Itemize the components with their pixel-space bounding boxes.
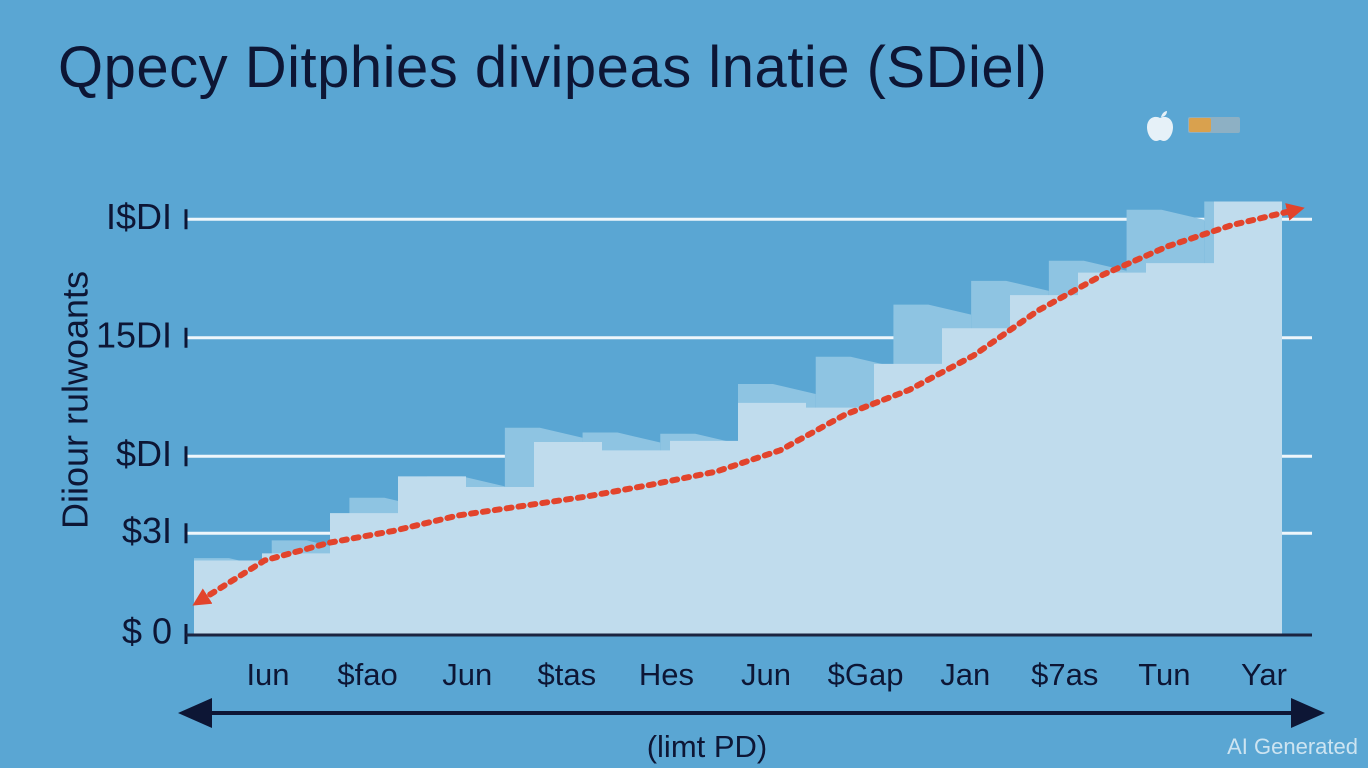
axis-layer: $ 0 $3I $DI 15DI I$DI Iun $fao Jun $tas Hes Jun $Ga… (96, 196, 1312, 692)
bar (1010, 295, 1078, 634)
y-tick-label: $3I (122, 510, 172, 551)
x-tick-label: $tas (537, 657, 596, 692)
bar (874, 363, 942, 634)
bar (1146, 263, 1214, 634)
bar (670, 440, 738, 634)
y-axis-label: Diiour rulwoants (55, 271, 96, 529)
watermark: AI Generated (1227, 734, 1358, 759)
battery-icon (1188, 117, 1240, 133)
trend-line (192, 203, 1305, 606)
y-axis-title: Diiour rulwoants (55, 271, 96, 529)
y-tick-label: $ 0 (122, 611, 172, 652)
bar (398, 476, 466, 634)
bar (534, 442, 602, 634)
bar (942, 328, 1010, 634)
x-axis-arrow (178, 698, 1325, 728)
x-tick-label: Yar (1241, 657, 1287, 692)
bar (1078, 272, 1146, 634)
x-tick-label: $7as (1031, 657, 1098, 692)
bar (602, 450, 670, 634)
bar (738, 402, 806, 634)
x-axis-label: (limt PD) (647, 729, 768, 764)
bar (262, 553, 330, 634)
bar (1214, 201, 1282, 634)
apple-icon (1147, 111, 1173, 141)
x-tick-label: $fao (337, 657, 397, 692)
x-tick-label: Hes (639, 657, 694, 692)
bar (806, 407, 874, 634)
x-tick-label: Jan (940, 657, 990, 692)
chart-title: Qpecy Ditphies divipeas lnatie (SDiel) (58, 35, 1048, 100)
x-tick-label: $Gap (828, 657, 904, 692)
x-tick-label: Tun (1138, 657, 1190, 692)
y-tick-label: 15DI (96, 314, 172, 355)
y-tick-label: $DI (116, 433, 172, 474)
x-tick-label: Jun (442, 657, 492, 692)
trend-layer (192, 203, 1305, 606)
y-tick-label: I$DI (106, 196, 172, 237)
x-tick-label: Iun (246, 657, 289, 692)
x-tick-label: Jun (741, 657, 791, 692)
